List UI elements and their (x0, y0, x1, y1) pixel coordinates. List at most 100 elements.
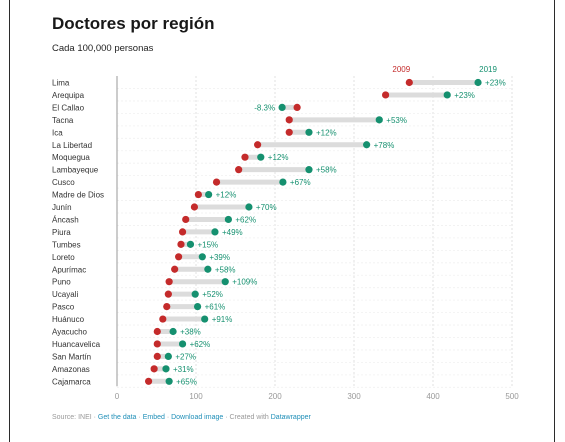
dot-2019 (164, 352, 172, 360)
dot-2019 (178, 340, 187, 348)
chart-frame (9, 0, 555, 442)
dot-2019 (375, 116, 383, 124)
change-label: +61% (205, 303, 226, 312)
change-label: +23% (485, 79, 506, 88)
row-label: Huánuco (52, 315, 85, 324)
dot-2019 (305, 166, 313, 174)
dot-2009 (175, 253, 183, 261)
row-label: Madre de Dios (52, 191, 104, 200)
change-label: +15% (197, 240, 218, 249)
dot-2009 (241, 153, 249, 161)
get-data-link[interactable]: Get the data (97, 414, 137, 421)
legend-label-2009: 2009 (392, 65, 410, 74)
change-label: +65% (176, 377, 197, 386)
dot-2019 (201, 315, 209, 323)
download-image-link[interactable]: Download image (171, 414, 224, 421)
change-label: +12% (216, 191, 237, 200)
dot-2009 (235, 166, 243, 174)
dot-2019 (443, 91, 451, 99)
row-label: Huancavelica (52, 340, 101, 349)
change-label: +109% (232, 278, 257, 287)
dot-2019 (279, 178, 287, 186)
change-label: +70% (256, 203, 277, 212)
dot-2009 (285, 128, 293, 136)
dot-2019 (305, 128, 313, 136)
dot-2009 (182, 215, 190, 224)
datawrapper-link[interactable]: Datawrapper (270, 414, 311, 421)
dot-2019 (245, 203, 253, 211)
row-label: Junín (52, 203, 72, 212)
change-label: +31% (173, 365, 194, 374)
dot-2019 (193, 303, 202, 311)
dot-2009 (285, 116, 293, 124)
row-label: Moquegua (52, 153, 90, 162)
dot-2009 (171, 265, 179, 273)
row-label: Ucayali (52, 290, 78, 299)
change-label: +91% (212, 315, 233, 324)
dot-2009 (405, 78, 413, 87)
x-tick-label: 100 (189, 392, 203, 401)
dot-2009 (145, 377, 153, 385)
embed-link[interactable]: Embed (142, 414, 165, 421)
x-tick-label: 300 (347, 392, 361, 401)
change-label: +62% (190, 340, 211, 349)
row-label: Amazonas (52, 365, 90, 374)
change-label: +23% (454, 91, 475, 100)
change-label: +27% (175, 352, 196, 361)
chart-footer: Source: INEI · Get the data · Embed · Do… (52, 414, 311, 421)
dot-2009 (153, 340, 161, 348)
x-tick-label: 400 (426, 392, 440, 401)
dot-2009 (178, 228, 187, 236)
dot-2009 (165, 278, 173, 286)
change-label: +52% (202, 290, 223, 299)
dot-2019 (211, 228, 219, 236)
dot-2009 (177, 240, 185, 248)
row-label: Lima (52, 79, 70, 88)
dot-2019 (198, 253, 206, 261)
dot-2009 (153, 327, 161, 336)
row-label: Loreto (52, 253, 75, 262)
dot-2009 (163, 303, 171, 311)
row-label: Tumbes (52, 240, 81, 249)
dot-2009 (382, 91, 390, 99)
row-label: Áncash (52, 215, 79, 224)
row-label: El Callao (52, 103, 85, 112)
row-label: Ica (52, 128, 63, 137)
dot-2019 (205, 190, 213, 199)
dot-2009 (153, 352, 161, 360)
row-label: Arequipa (52, 91, 85, 100)
row-label: La Libertad (52, 141, 92, 150)
x-tick-label: 200 (268, 392, 282, 401)
row-label: Puno (52, 278, 71, 287)
row-label: San Martín (52, 352, 91, 361)
row-label: Cajamarca (52, 377, 91, 386)
dot-2019 (169, 327, 177, 336)
row-label: Piura (52, 228, 71, 237)
change-label: +12% (316, 128, 337, 137)
dot-2019 (474, 78, 482, 87)
dot-2019 (186, 240, 195, 248)
row-label: Lambayeque (52, 166, 99, 175)
dot-2009 (164, 290, 172, 298)
created-with-text: Created with (229, 414, 269, 421)
change-label: +38% (180, 328, 201, 337)
change-label: +12% (268, 153, 289, 162)
dot-2009 (254, 141, 262, 149)
dot-2009 (194, 190, 202, 199)
dot-2009 (159, 315, 167, 323)
dot-2009 (293, 103, 301, 111)
change-label: +58% (316, 166, 337, 175)
row-label: Ayacucho (52, 328, 88, 337)
dot-2019 (221, 278, 229, 286)
dot-2019 (363, 141, 371, 149)
legend-label-2019: 2019 (479, 65, 497, 74)
chart-subtitle: Cada 100,000 personas (52, 43, 154, 54)
source-text: Source: INEI (52, 414, 92, 421)
x-tick-label: 0 (115, 392, 120, 401)
dot-2009 (150, 365, 158, 373)
change-label: +78% (374, 141, 395, 150)
row-label: Tacna (52, 116, 74, 125)
dot-2019 (257, 153, 265, 161)
change-label: +49% (222, 228, 243, 237)
